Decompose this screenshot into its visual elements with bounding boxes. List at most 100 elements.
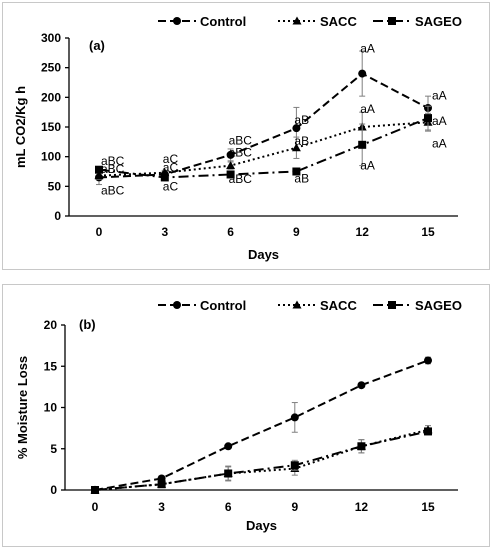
x-tick-label: 0	[92, 500, 99, 514]
x-tick-label: 6	[225, 500, 232, 514]
significance-label: aA	[360, 42, 375, 56]
y-tick-label: 0	[50, 483, 57, 497]
y-tick-label: 5	[50, 442, 57, 456]
series-line-sageo	[94, 430, 429, 491]
legend-entry-control: Control	[158, 14, 246, 29]
legend-entry-sageo: SAGEO	[373, 14, 462, 29]
data-point	[157, 480, 166, 489]
significance-label: aBC	[229, 134, 253, 148]
x-tick-label: 9	[291, 500, 298, 514]
y-tick-label: 50	[48, 179, 62, 193]
x-axis-title: Days	[246, 518, 277, 533]
x-tick-label: 12	[356, 225, 370, 239]
legend-entry-sacc: SACC	[278, 14, 357, 29]
legend-marker	[292, 300, 302, 309]
data-point	[358, 140, 367, 149]
data-point	[91, 486, 99, 494]
series-control	[95, 50, 432, 186]
y-tick-label: 10	[44, 401, 58, 415]
significance-label: aA	[432, 89, 447, 103]
data-point	[291, 143, 301, 152]
y-axis-title: % Moisture Loss	[15, 356, 30, 459]
y-tick-label: 20	[44, 318, 58, 332]
significance-label: aA	[432, 114, 447, 128]
data-point	[292, 167, 301, 176]
y-tick-label: 200	[41, 90, 61, 104]
legend-marker	[173, 301, 181, 309]
x-tick-label: 0	[96, 225, 103, 239]
chart-panel-a: 0 50 100 150 200 250 300 0 3 6 9 12 15 Days mL CO2/Kg …	[2, 2, 490, 270]
x-axis-title: Days	[248, 247, 279, 262]
x-tick-label: 15	[421, 225, 435, 239]
data-point	[424, 427, 432, 436]
data-point	[94, 171, 104, 180]
data-point	[357, 442, 366, 451]
series-line-control	[94, 359, 429, 491]
x-tick-label: 12	[355, 500, 369, 514]
data-point	[226, 161, 236, 170]
significance-label: aB	[294, 113, 309, 127]
data-point	[357, 381, 366, 390]
x-tick-label: 9	[293, 225, 300, 239]
x-tick-label: 3	[161, 225, 168, 239]
moisture-chart: 0 5 10 15 20 0 3 6 9 12 15 Days % Moisture Loss (b) Co…	[15, 298, 462, 533]
y-tick-label: 0	[54, 209, 61, 223]
data-point	[292, 124, 301, 133]
co2-chart: 0 50 100 150 200 250 300 0 3 6 9 12 15 Days mL CO2/Kg …	[13, 14, 462, 262]
significance-label: aBC	[101, 183, 125, 197]
legend-label: SACC	[320, 14, 357, 29]
data-point	[424, 356, 432, 365]
series-line-sageo	[98, 117, 429, 179]
legend-label: Control	[200, 14, 246, 29]
data-point	[224, 442, 233, 451]
data-point	[290, 413, 299, 422]
series-sacc	[90, 425, 433, 494]
y-axis-title: mL CO2/Kg h	[13, 86, 28, 168]
significance-label: aBC	[229, 146, 253, 160]
significance-label: aBC	[101, 162, 125, 176]
legend-marker	[388, 301, 396, 309]
legend-entry-control: Control	[158, 298, 246, 313]
legend-entry-sacc: SACC	[278, 298, 357, 313]
data-point	[160, 173, 169, 182]
significance-label: aC	[163, 160, 179, 174]
panel-label: (a)	[89, 38, 105, 53]
legend-marker	[292, 16, 302, 25]
significance-label: aA	[360, 102, 375, 116]
series-line-sacc	[98, 121, 429, 177]
significance-label: aBC	[101, 154, 125, 168]
legend-label: SAGEO	[415, 298, 462, 313]
data-point	[424, 114, 432, 123]
series-control	[91, 356, 432, 494]
panel-label: (b)	[79, 317, 96, 332]
chart-panel-b: 0 5 10 15 20 0 3 6 9 12 15 Days % Moisture Loss (b) Co…	[2, 284, 490, 547]
significance-label: aC	[163, 179, 179, 193]
data-point	[224, 469, 233, 478]
series-sacc	[94, 111, 433, 180]
series-sageo	[91, 427, 432, 494]
significance-label: aA	[432, 137, 447, 151]
significance-annotations: aBCaBCaBCaCaCaCaBCaBCaBCaBaBaBaAaAaAaAaA…	[101, 42, 447, 198]
legend-label: SAGEO	[415, 14, 462, 29]
series-sageo	[95, 105, 432, 182]
data-point	[358, 69, 367, 78]
significance-label: aB	[294, 134, 309, 148]
significance-label: aB	[294, 172, 309, 186]
significance-label: aA	[360, 159, 375, 173]
series-line-control	[98, 72, 429, 179]
data-point	[95, 165, 103, 174]
legend-label: Control	[200, 298, 246, 313]
significance-label: aBC	[229, 172, 253, 186]
legend-label: SACC	[320, 298, 357, 313]
y-tick-label: 150	[41, 120, 61, 134]
data-point	[290, 461, 299, 470]
y-tick-label: 15	[44, 359, 58, 373]
y-tick-label: 250	[41, 61, 61, 75]
data-point	[226, 170, 235, 179]
y-tick-label: 100	[41, 150, 61, 164]
legend-entry-sageo: SAGEO	[373, 298, 462, 313]
x-tick-label: 6	[227, 225, 234, 239]
y-tick-label: 300	[41, 31, 61, 45]
x-tick-label: 3	[158, 500, 165, 514]
significance-label: aC	[163, 152, 179, 166]
